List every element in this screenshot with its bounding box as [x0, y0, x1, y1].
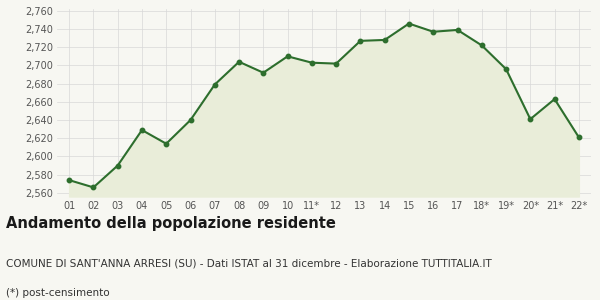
Text: Andamento della popolazione residente: Andamento della popolazione residente — [6, 216, 336, 231]
Text: COMUNE DI SANT'ANNA ARRESI (SU) - Dati ISTAT al 31 dicembre - Elaborazione TUTTI: COMUNE DI SANT'ANNA ARRESI (SU) - Dati I… — [6, 258, 492, 268]
Text: (*) post-censimento: (*) post-censimento — [6, 288, 110, 298]
